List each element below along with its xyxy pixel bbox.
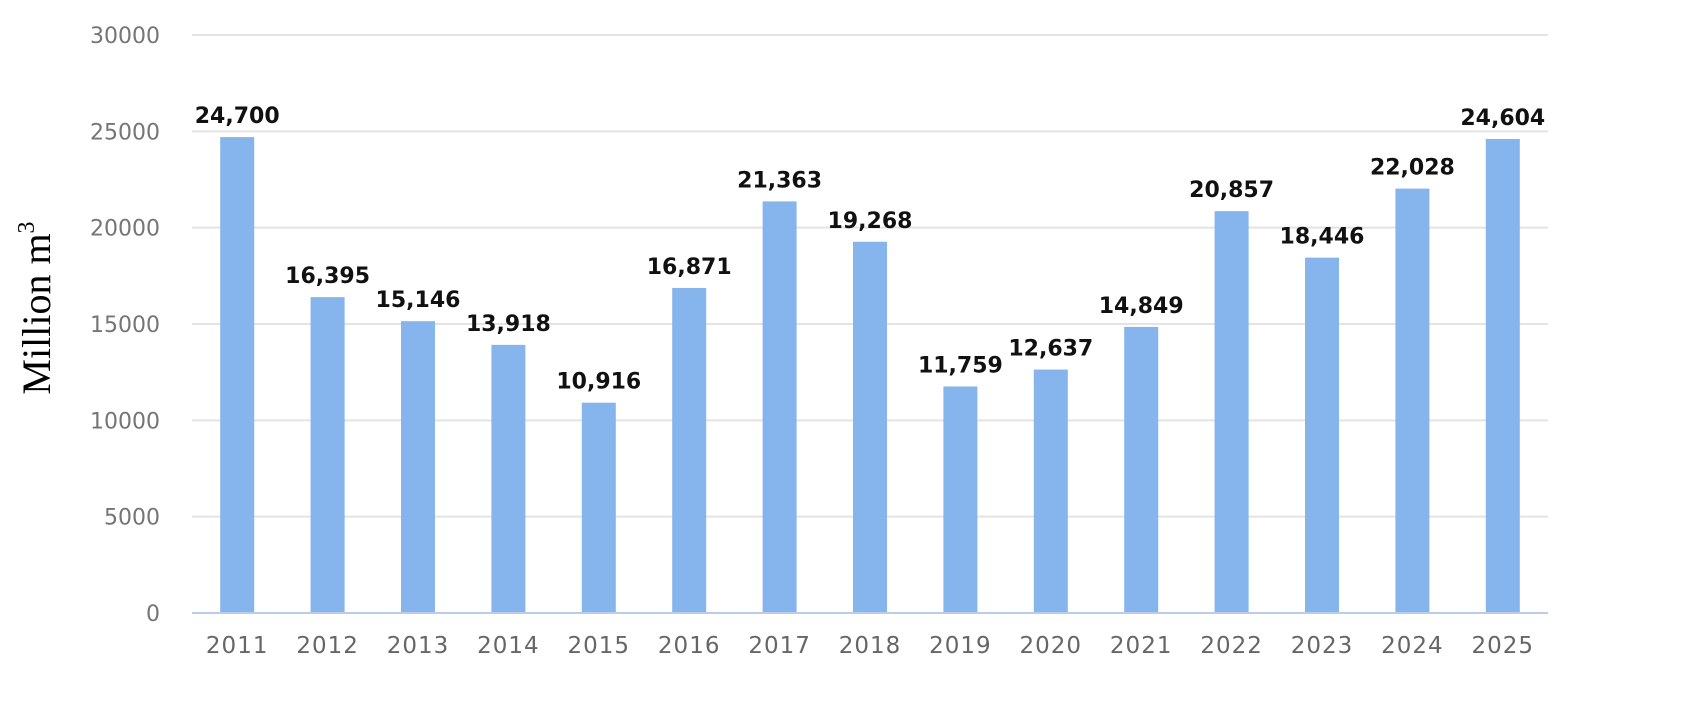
x-tick-label: 2022 (1200, 633, 1263, 659)
bar (1214, 211, 1249, 613)
data-label: 20,857 (1189, 178, 1274, 203)
x-tick-label: 2019 (929, 633, 992, 659)
data-label: 18,446 (1280, 225, 1365, 250)
bar (310, 297, 345, 613)
data-label: 16,871 (647, 255, 732, 280)
x-tick-label: 2025 (1472, 633, 1535, 659)
x-tick-label: 2015 (568, 633, 631, 659)
x-tick-label: 2018 (839, 633, 902, 659)
x-tick-label: 2016 (658, 633, 721, 659)
data-label: 22,028 (1370, 156, 1455, 181)
data-label: 24,604 (1460, 106, 1545, 131)
bar (581, 402, 616, 613)
x-tick-label: 2011 (206, 633, 269, 659)
data-label: 16,395 (285, 264, 370, 289)
y-tick-label: 0 (146, 602, 160, 627)
data-label: 10,916 (556, 370, 641, 395)
bar (762, 201, 797, 614)
x-tick-label: 2023 (1291, 633, 1354, 659)
x-tick-label: 2012 (296, 633, 359, 659)
bar (1124, 326, 1159, 613)
y-axis-ticks: 0 5000 10000 15000 20000 25000 30000 (90, 24, 160, 627)
y-tick-label: 30000 (90, 24, 160, 49)
x-tick-label: 2017 (748, 633, 811, 659)
x-tick-label: 2013 (387, 633, 450, 659)
bars (220, 137, 1520, 614)
y-axis-label-superscript: 3 (14, 221, 40, 233)
x-tick-label: 2024 (1381, 633, 1444, 659)
data-label: 24,700 (195, 104, 280, 129)
x-axis-ticks: 2011 2012 2013 2014 2015 2016 2017 2018 2019 2020… (206, 633, 1535, 659)
data-label: 19,268 (828, 209, 913, 234)
x-tick-label: 2014 (477, 633, 540, 659)
y-axis-label-text: Million m (14, 233, 59, 394)
data-label: 11,759 (918, 353, 1003, 378)
data-label: 15,146 (376, 288, 461, 313)
bar (491, 344, 526, 613)
bar (1395, 188, 1430, 613)
bar (401, 321, 435, 613)
data-label: 12,637 (1008, 337, 1093, 362)
x-tick-label: 2020 (1020, 633, 1083, 659)
bar (1033, 369, 1068, 613)
bar (672, 287, 707, 613)
y-tick-label: 20000 (90, 217, 160, 242)
bar (943, 386, 978, 613)
data-label: 21,363 (737, 168, 822, 193)
y-tick-label: 10000 (90, 409, 160, 434)
y-tick-label: 15000 (90, 313, 160, 338)
bar (1485, 138, 1520, 613)
data-label: 14,849 (1099, 294, 1184, 319)
x-tick-label: 2021 (1110, 633, 1173, 659)
y-tick-label: 25000 (90, 120, 160, 145)
data-label: 13,918 (466, 312, 551, 337)
bar (853, 241, 887, 613)
y-tick-label: 5000 (104, 506, 160, 531)
bar (220, 137, 255, 613)
bar (1305, 257, 1339, 613)
y-axis-label: Million m3 (14, 221, 59, 394)
